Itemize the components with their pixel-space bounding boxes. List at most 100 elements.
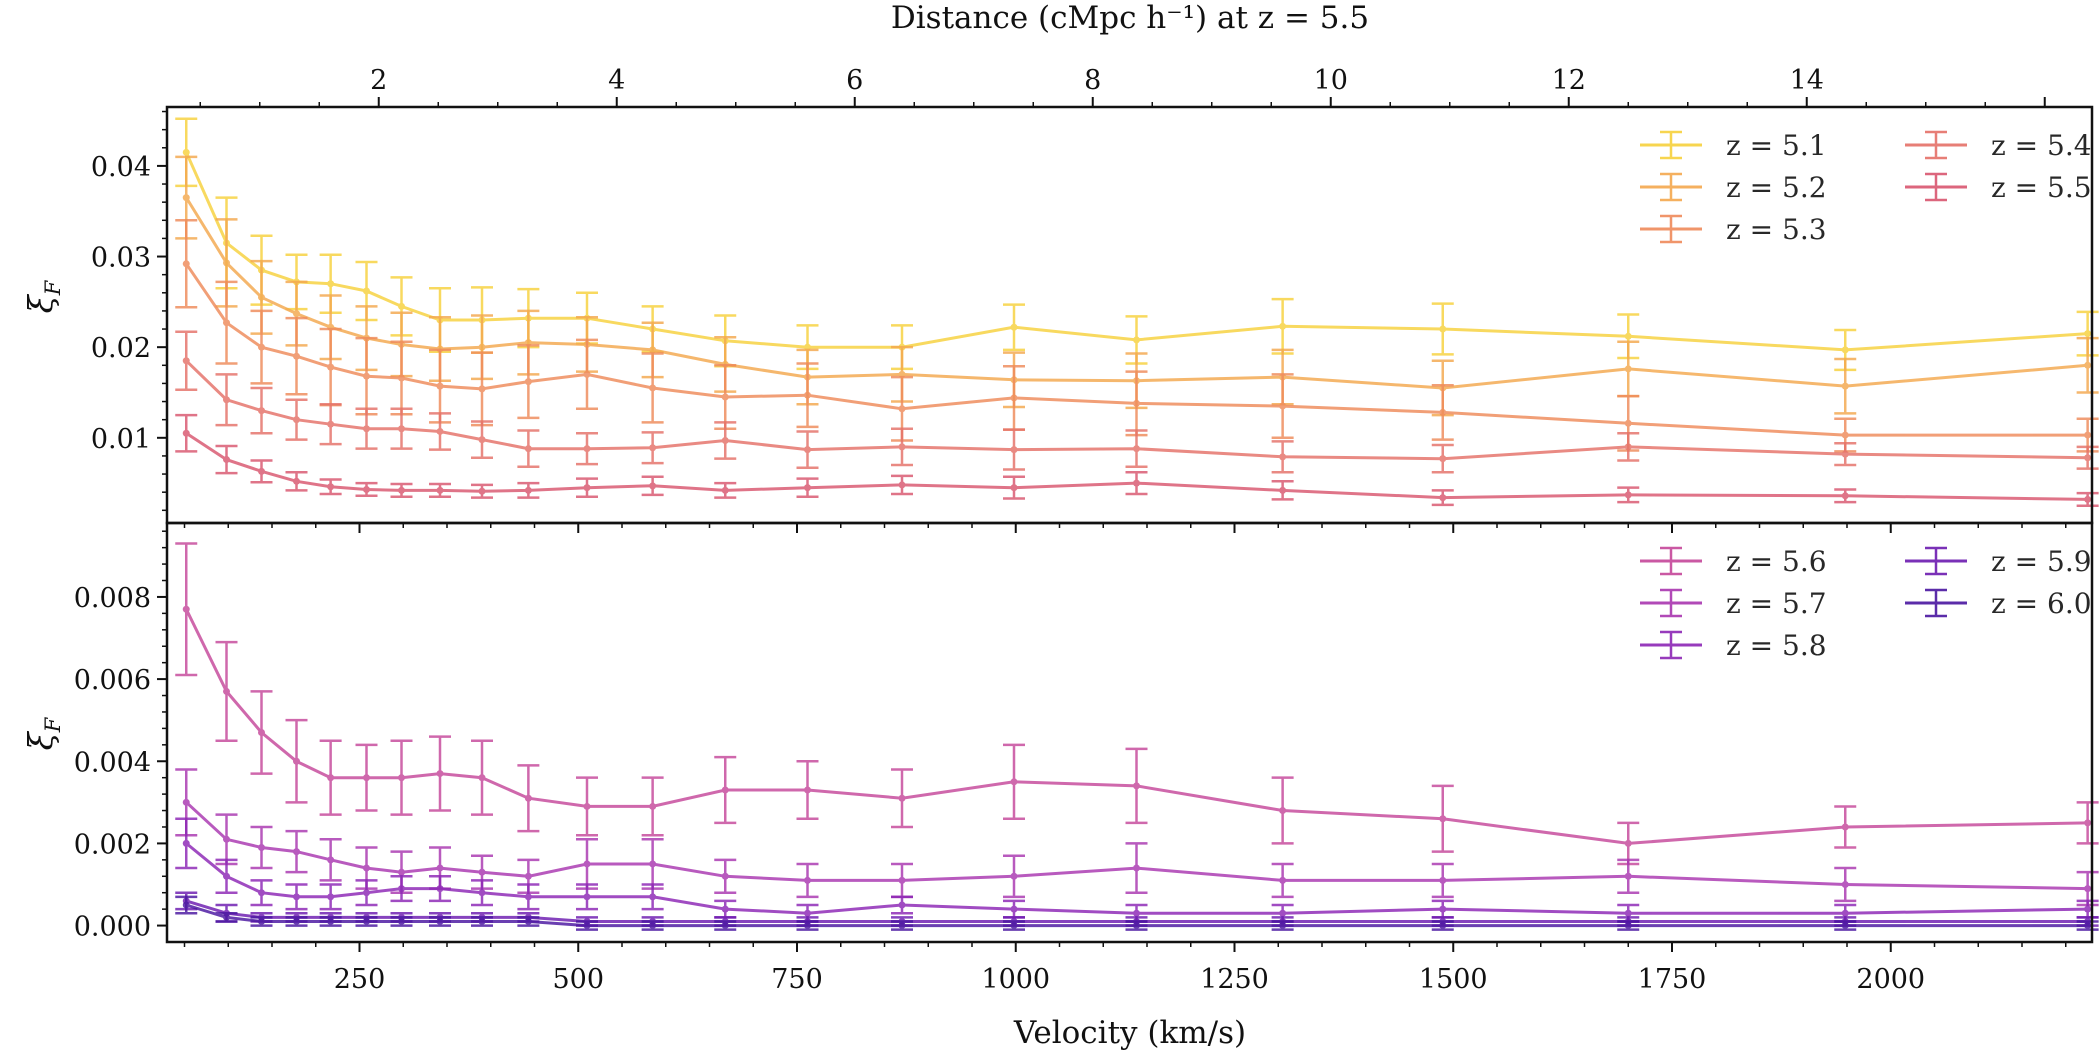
data-point xyxy=(478,868,486,876)
data-point xyxy=(398,374,405,382)
y-tick-label: 0.01 xyxy=(91,424,151,455)
data-point xyxy=(327,856,335,864)
data-point xyxy=(258,343,265,351)
x-tick-label: 750 xyxy=(771,964,823,995)
data-point xyxy=(327,420,335,428)
data-point xyxy=(2084,819,2092,827)
data-point xyxy=(398,486,405,494)
y-tick-label: 0.006 xyxy=(74,665,151,696)
data-point xyxy=(1439,815,1447,823)
data-point xyxy=(1624,332,1632,340)
legend-label: z = 5.1 xyxy=(1726,129,1827,162)
data-point xyxy=(1624,365,1632,373)
data-point xyxy=(721,905,729,913)
data-point xyxy=(649,922,657,930)
data-point xyxy=(721,393,729,401)
data-point xyxy=(721,922,729,930)
data-point xyxy=(2084,330,2092,338)
top-tick-label: 10 xyxy=(1314,65,1348,96)
data-point xyxy=(1133,782,1140,790)
data-point xyxy=(182,194,190,202)
data-point xyxy=(258,917,265,925)
data-point xyxy=(2084,885,2092,893)
data-point xyxy=(1841,922,1849,930)
data-point xyxy=(1133,399,1140,407)
legend-item: z = 5.7 xyxy=(1640,587,1827,620)
legend-item: z = 5.3 xyxy=(1640,213,1827,246)
data-point xyxy=(258,407,265,415)
svg-text:ξF: ξF xyxy=(21,279,65,313)
upper-panel: 0.01 0.02 0.03 0.04 2 4 6 8 10 12 14 z = 5.1 z = 5.2… xyxy=(91,65,2099,533)
series-line xyxy=(185,262,2088,437)
data-point xyxy=(327,483,335,491)
y-tick-label: 0.008 xyxy=(74,583,151,614)
data-point xyxy=(398,774,405,782)
data-point xyxy=(1279,909,1287,917)
data-point xyxy=(1133,336,1140,344)
data-point xyxy=(363,425,370,433)
legend-item: z = 5.8 xyxy=(1640,629,1827,662)
data-point xyxy=(478,385,486,393)
data-point xyxy=(1841,450,1849,458)
data-point xyxy=(293,893,300,901)
series-z5.5 xyxy=(175,413,2099,508)
data-point xyxy=(1841,382,1849,390)
legend-label: z = 5.7 xyxy=(1726,587,1827,620)
data-point xyxy=(898,405,906,413)
top-tick-label: 14 xyxy=(1790,65,1824,96)
data-point xyxy=(1133,864,1140,872)
data-point xyxy=(1841,880,1849,888)
data-point xyxy=(583,893,591,901)
data-point xyxy=(327,280,335,288)
data-point xyxy=(1624,839,1632,847)
data-point xyxy=(649,444,657,452)
y-axis-label-lower: ξF xyxy=(21,716,65,750)
legend-label: z = 6.0 xyxy=(1991,587,2092,620)
data-point xyxy=(182,605,190,613)
data-point xyxy=(2084,454,2092,462)
legend: z = 5.6 z = 5.7 z = 5.8 z = 5.9 z = 6.0 xyxy=(1640,545,2092,662)
data-point xyxy=(478,889,486,897)
data-point xyxy=(223,687,230,695)
data-point xyxy=(1010,446,1018,454)
data-point xyxy=(1439,494,1447,502)
series-z5.6 xyxy=(175,542,2099,866)
data-point xyxy=(583,860,591,868)
data-point xyxy=(2084,361,2092,369)
data-point xyxy=(478,436,486,444)
data-point xyxy=(223,319,230,327)
data-point xyxy=(398,868,405,876)
legend-item: z = 6.0 xyxy=(1905,587,2092,620)
data-point xyxy=(293,477,300,485)
legend-item: z = 5.1 xyxy=(1640,129,1827,162)
data-point xyxy=(1010,922,1018,930)
y-tick-label: 0.002 xyxy=(74,829,151,860)
data-point xyxy=(1439,922,1447,930)
data-point xyxy=(1010,905,1018,913)
data-point xyxy=(649,802,657,810)
y-axis-label-upper: ξF xyxy=(21,279,65,313)
data-point xyxy=(1624,419,1632,427)
data-point xyxy=(2084,495,2092,503)
data-point xyxy=(1624,491,1632,499)
data-point xyxy=(478,487,486,495)
top-tick-label: 8 xyxy=(1084,65,1101,96)
data-point xyxy=(804,922,811,930)
data-point xyxy=(182,839,190,847)
top-tick-label: 4 xyxy=(608,65,625,96)
data-point xyxy=(258,844,265,852)
data-point xyxy=(898,922,906,930)
legend-item: z = 5.9 xyxy=(1905,545,2092,578)
data-point xyxy=(583,922,591,930)
data-point xyxy=(898,443,906,451)
data-point xyxy=(1439,905,1447,913)
top-tick-label: 12 xyxy=(1552,65,1586,96)
series-line xyxy=(185,842,2088,915)
data-point xyxy=(398,917,405,925)
legend-label: z = 5.8 xyxy=(1726,629,1827,662)
legend-item: z = 5.2 xyxy=(1640,171,1827,204)
legend-item: z = 5.6 xyxy=(1640,545,1827,578)
data-point xyxy=(524,917,532,925)
data-point xyxy=(804,446,811,454)
